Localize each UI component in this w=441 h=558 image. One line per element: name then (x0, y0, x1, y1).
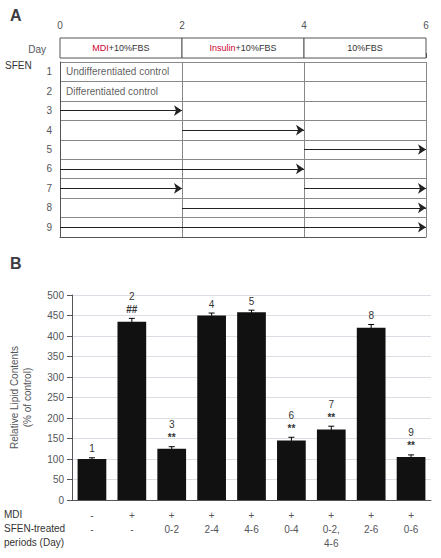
svg-text:**: ** (287, 423, 295, 434)
svg-text:-: - (90, 524, 93, 535)
svg-text:5: 5 (46, 144, 52, 155)
svg-text:2: 2 (179, 20, 185, 31)
svg-text:350: 350 (47, 351, 64, 362)
svg-text:0: 0 (57, 20, 63, 31)
svg-text:Differentiated control: Differentiated control (66, 86, 158, 97)
svg-text:0-4: 0-4 (284, 524, 299, 535)
svg-text:4-6: 4-6 (324, 538, 339, 549)
svg-text:6: 6 (46, 163, 52, 174)
svg-text:##: ## (126, 304, 138, 315)
svg-text:0: 0 (58, 495, 64, 506)
svg-text:Insulin: Insulin (210, 43, 236, 53)
svg-text:+: + (328, 510, 334, 521)
svg-text:4: 4 (46, 125, 52, 136)
svg-text:2-4: 2-4 (204, 524, 219, 535)
svg-text:8: 8 (46, 202, 52, 213)
svg-text:1: 1 (46, 66, 52, 77)
svg-text:4: 4 (209, 299, 215, 310)
svg-text:Day: Day (28, 44, 46, 55)
svg-text:5: 5 (249, 296, 255, 307)
svg-text:+: + (288, 510, 294, 521)
svg-text:2: 2 (46, 86, 52, 97)
svg-text:-: - (90, 510, 93, 521)
svg-text:250: 250 (47, 392, 64, 403)
svg-text:Undifferentiated control: Undifferentiated control (66, 66, 169, 77)
svg-text:150: 150 (47, 433, 64, 444)
svg-text:SFEN: SFEN (5, 60, 32, 71)
svg-text:4: 4 (301, 20, 307, 31)
svg-text:7: 7 (46, 183, 52, 194)
svg-text:(% of control): (% of control) (22, 368, 33, 427)
svg-text:6: 6 (289, 410, 295, 421)
svg-text:+: + (249, 510, 255, 521)
svg-text:-: - (130, 524, 133, 535)
svg-text:8: 8 (368, 310, 374, 321)
svg-text:2: 2 (129, 291, 135, 302)
svg-text:**: ** (407, 440, 415, 451)
svg-text:+: + (129, 510, 135, 521)
svg-text:A: A (10, 7, 22, 24)
svg-text:10%FBS: 10%FBS (347, 43, 383, 53)
svg-text:0-2,: 0-2, (323, 524, 340, 535)
svg-text:300: 300 (47, 372, 64, 383)
svg-text:MDI: MDI (92, 43, 109, 53)
svg-text:9: 9 (46, 222, 52, 233)
svg-text:periods (Day): periods (Day) (4, 537, 64, 548)
svg-text:0-2: 0-2 (164, 524, 179, 535)
svg-text:6: 6 (423, 20, 429, 31)
svg-text:1: 1 (89, 443, 95, 454)
svg-text:50: 50 (53, 474, 65, 485)
svg-text:+: + (368, 510, 374, 521)
svg-text:Relative Lipid Contents: Relative Lipid Contents (9, 346, 20, 449)
svg-text:MDI: MDI (4, 509, 22, 520)
svg-text:200: 200 (47, 413, 64, 424)
svg-text:500: 500 (47, 290, 64, 301)
svg-text:7: 7 (328, 399, 334, 410)
svg-text:+: + (408, 510, 414, 521)
svg-text:450: 450 (47, 310, 64, 321)
svg-text:**: ** (327, 412, 335, 423)
svg-text:3: 3 (46, 105, 52, 116)
svg-text:9: 9 (408, 427, 414, 438)
svg-text:+: + (169, 510, 175, 521)
svg-text:400: 400 (47, 331, 64, 342)
svg-text:B: B (10, 255, 22, 272)
svg-text:SFEN-treated: SFEN-treated (4, 523, 65, 534)
svg-text:100: 100 (47, 454, 64, 465)
svg-text:**: ** (168, 432, 176, 443)
svg-text:+10%FBS: +10%FBS (236, 43, 277, 53)
svg-text:4-6: 4-6 (244, 524, 259, 535)
svg-text:0-6: 0-6 (404, 524, 419, 535)
svg-text:+10%FBS: +10%FBS (109, 43, 150, 53)
svg-text:+: + (209, 510, 215, 521)
svg-text:3: 3 (169, 419, 175, 430)
svg-text:2-6: 2-6 (364, 524, 379, 535)
